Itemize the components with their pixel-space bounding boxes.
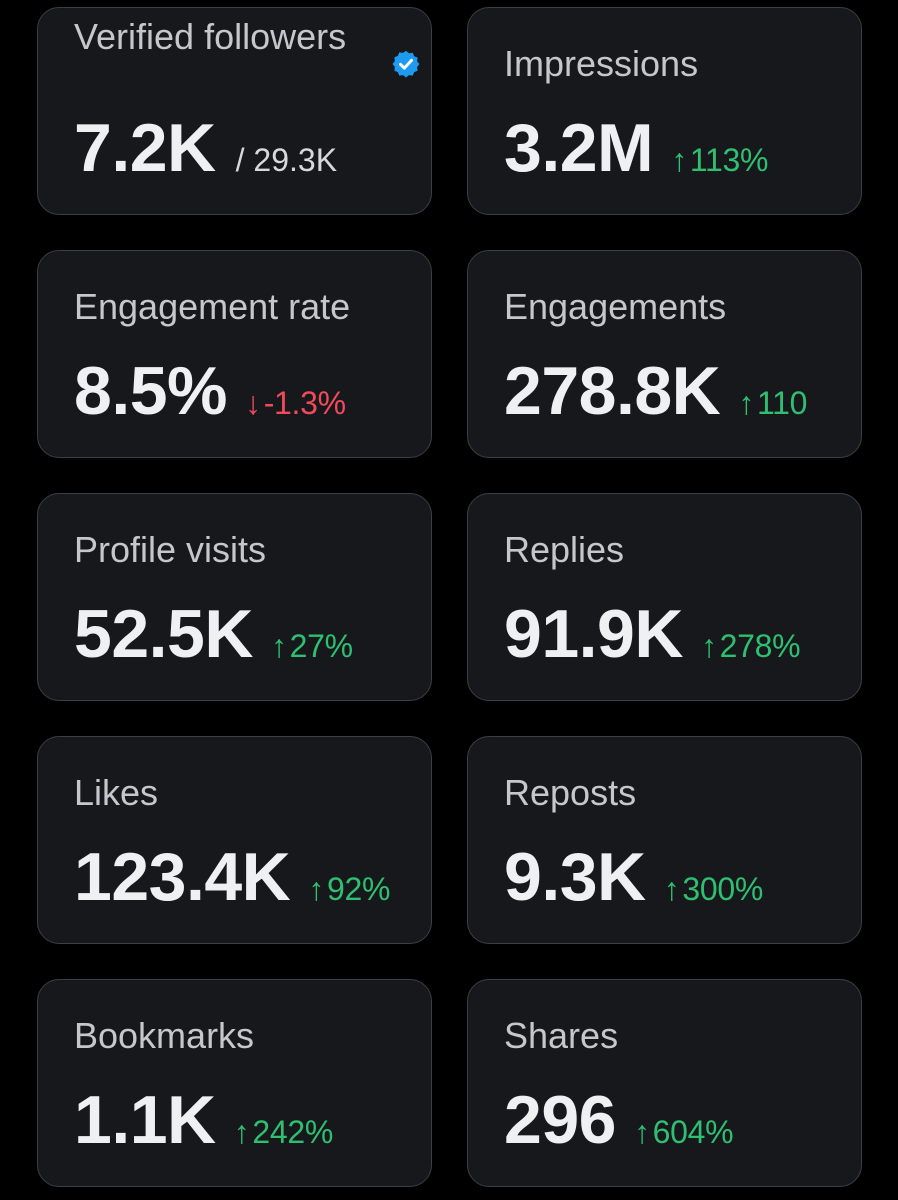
arrow-up-icon: ↑ [671,142,687,178]
stat-card-impressions[interactable]: Impressions 3.2M ↑113% [467,7,862,215]
stat-value: 52.5K [74,596,253,672]
stat-label: Likes [74,772,159,813]
stat-card-engagements[interactable]: Engagements 278.8K ↑110 [467,250,862,458]
stat-card-likes[interactable]: Likes 123.4K ↑92% [37,736,432,944]
verified-badge-icon [392,50,420,78]
arrow-up-icon: ↑ [738,385,754,421]
arrow-up-icon: ↑ [633,1114,650,1150]
stat-value: 8.5% [74,353,228,429]
stat-card-replies[interactable]: Replies 91.9K ↑278% [467,493,862,701]
arrow-down-icon: ↓ [245,385,261,421]
stat-value: 91.9K [504,596,683,672]
stat-label: Replies [504,529,625,570]
stat-delta: ↑242% [233,1114,334,1150]
stat-value: 3.2M [504,110,654,186]
arrow-up-icon: ↑ [663,871,680,907]
stat-card-reposts[interactable]: Reposts 9.3K ↑300% [467,736,862,944]
stat-label: Bookmarks [74,1015,255,1056]
stat-delta: ↑604% [633,1114,734,1150]
stat-total: / 29.3K [235,142,338,178]
stat-card-shares[interactable]: Shares 296 ↑604% [467,979,862,1187]
stat-value: 296 [504,1082,616,1158]
stat-value: 278.8K [504,353,721,429]
stat-card-verified-followers[interactable]: Verified followers 7.2K / 29.3K [37,7,432,215]
stat-delta: ↑27% [270,628,353,664]
stat-card-profile-visits[interactable]: Profile visits 52.5K ↑27% [37,493,432,701]
stat-card-engagement-rate[interactable]: Engagement rate 8.5% ↓-1.3% [37,250,432,458]
stat-delta: ↑110 [738,385,808,421]
stat-label: Shares [504,1015,619,1056]
stat-label: Profile visits [74,529,267,570]
stat-card-bookmarks[interactable]: Bookmarks 1.1K ↑242% [37,979,432,1187]
stat-delta: ↓-1.3% [245,385,346,421]
stat-value: 7.2K [74,110,216,186]
stat-label: Reposts [504,772,637,813]
stat-label: Engagement rate [74,286,351,327]
stat-delta: ↑92% [308,871,391,907]
stat-delta: ↑278% [700,628,801,664]
arrow-up-icon: ↑ [233,1114,250,1150]
stat-label: Verified followers [74,16,347,57]
arrow-up-icon: ↑ [308,871,324,907]
stat-label: Engagements [504,286,727,327]
stat-value: 1.1K [74,1082,216,1158]
stat-delta: ↑300% [663,871,764,907]
arrow-up-icon: ↑ [700,628,717,664]
stat-label: Impressions [504,43,699,84]
stat-value: 123.4K [74,839,291,915]
arrow-up-icon: ↑ [270,628,287,664]
stat-delta: ↑113% [671,142,769,178]
stat-value: 9.3K [504,839,646,915]
